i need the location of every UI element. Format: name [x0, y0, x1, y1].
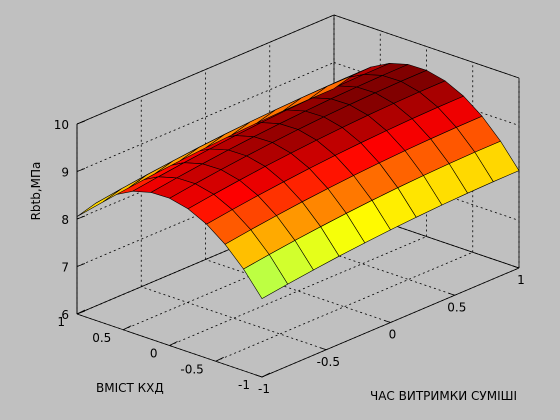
- y-tick: [261, 372, 271, 378]
- grid-line: [261, 267, 520, 378]
- x-tick: [320, 347, 327, 351]
- x-tick: [255, 374, 263, 378]
- grid-line: [76, 62, 335, 172]
- z-axis-label: Rbtb,МПа: [29, 162, 43, 221]
- x-tick: [512, 265, 520, 269]
- grid-line: [215, 251, 473, 362]
- grid-line: [123, 220, 381, 331]
- grid-line: [76, 157, 335, 267]
- x-tick-label: 0.5: [447, 300, 466, 314]
- x-axis-label: ЧАС ВИТРИМКИ СУМІШІ: [370, 389, 517, 403]
- box-edge: [333, 14, 520, 79]
- z-tick-label: 7: [61, 261, 69, 275]
- y-tick: [169, 341, 178, 346]
- z-tick: [76, 120, 86, 125]
- surface-plot: [76, 62, 520, 300]
- x-tick-label: 0: [389, 328, 397, 342]
- z-tick: [76, 168, 86, 172]
- x-tick: [384, 320, 391, 323]
- grid-line: [76, 109, 335, 220]
- y-tick-label: -0.5: [180, 362, 203, 376]
- z-tick-label: 9: [61, 166, 69, 180]
- y-tick: [215, 356, 224, 362]
- z-tick: [76, 215, 86, 220]
- z-tick-label: 10: [54, 118, 69, 132]
- z-tick-label: 6: [61, 308, 69, 322]
- y-tick-label: 0: [150, 347, 158, 361]
- y-tick-label: 0.5: [92, 331, 111, 345]
- grid-line: [76, 14, 335, 125]
- z-tick-label: 8: [61, 213, 69, 227]
- grid-line: [169, 236, 427, 346]
- z-tick: [76, 263, 86, 267]
- z-tick: [76, 310, 86, 315]
- grid-line: [141, 286, 327, 351]
- y-axis-label: ВМІСТ КХД: [96, 381, 164, 395]
- y-tick: [123, 325, 132, 331]
- y-tick-label: 1: [57, 315, 65, 329]
- axis-labels: Rbtb,МПа ВМІСТ КХД ЧАС ВИТРИМКИ СУМІШІ: [29, 162, 517, 403]
- y-tick-label: -1: [238, 378, 250, 392]
- x-tick-label: -0.5: [317, 355, 340, 369]
- surface-patch: [76, 188, 122, 217]
- x-tick-label: -1: [258, 382, 270, 396]
- x-tick: [448, 292, 455, 296]
- x-tick-label: 1: [517, 273, 525, 287]
- grid-line: [76, 204, 335, 315]
